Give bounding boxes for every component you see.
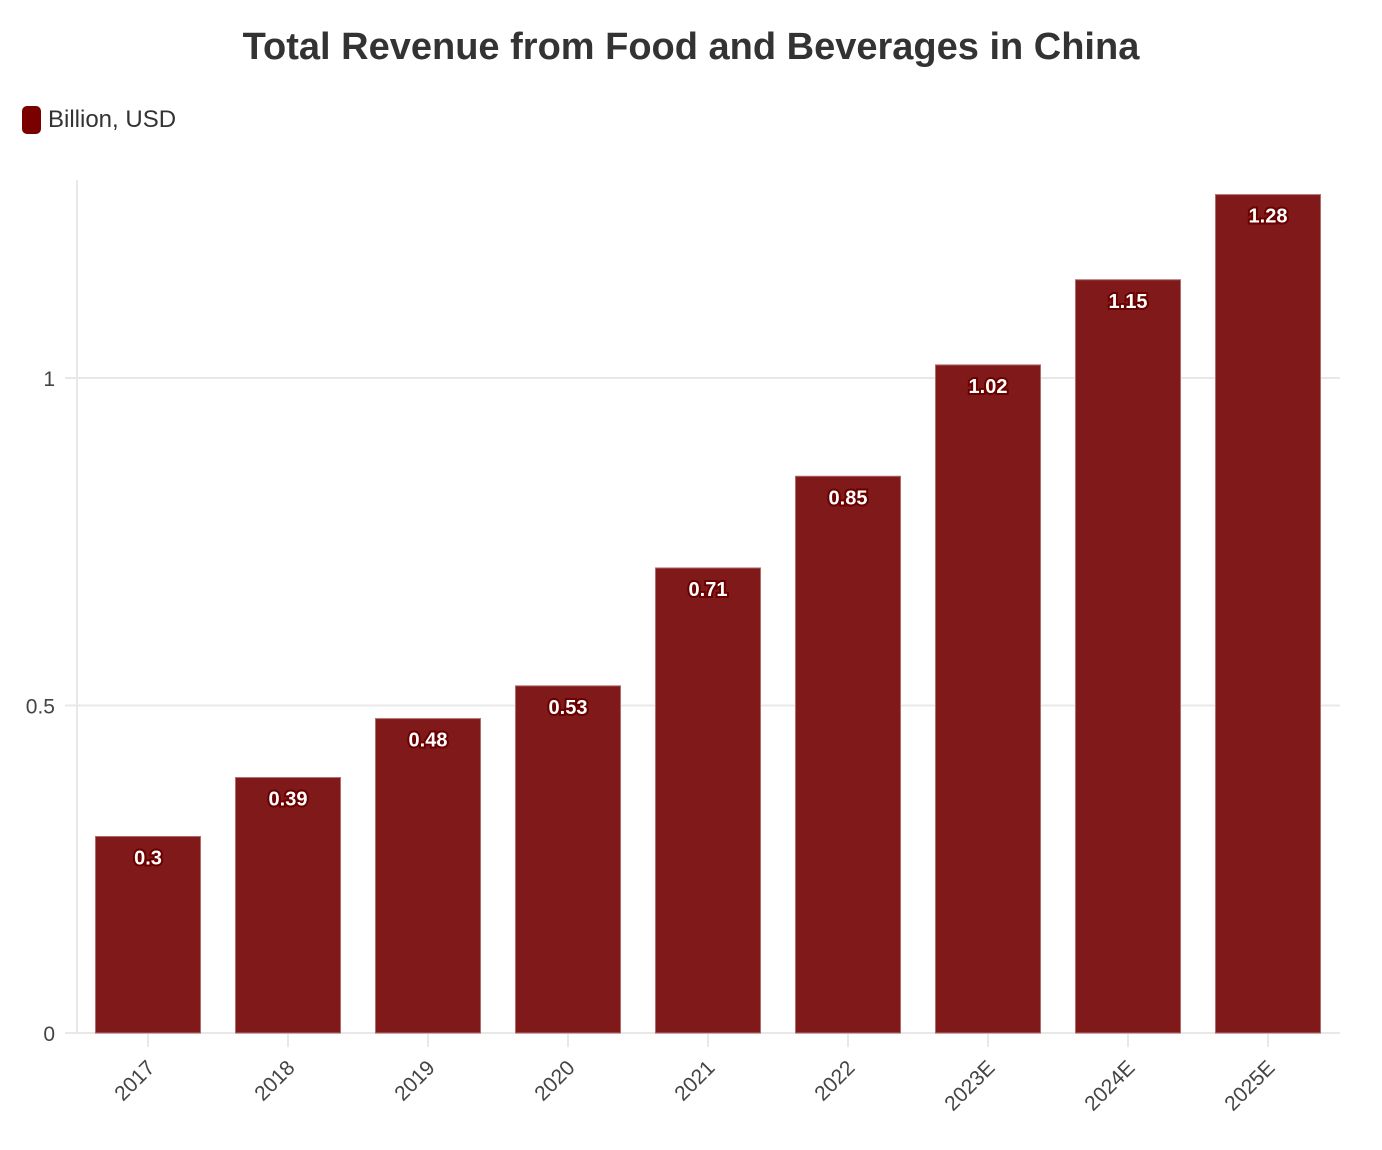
legend-label: Billion, USD — [48, 106, 177, 133]
bar — [515, 685, 621, 1034]
data-label: 1.02 — [969, 376, 1008, 398]
bar — [1075, 279, 1181, 1034]
legend-item[interactable]: Billion, USD — [22, 106, 176, 134]
data-label: 0.48 — [409, 730, 448, 752]
y-tick-label: 0 — [43, 1023, 55, 1046]
legend-swatch — [22, 106, 41, 134]
bar — [95, 836, 201, 1034]
x-tick-label: 2022 — [810, 1056, 859, 1105]
x-tick-label: 2018 — [250, 1056, 299, 1105]
x-tick-label: 2023E — [940, 1056, 999, 1115]
chart-title: Total Revenue from Food and Beverages in… — [242, 26, 1140, 68]
data-label: 1.15 — [1109, 291, 1148, 313]
y-tick-label: 1 — [43, 368, 55, 391]
y-tick-label: 0.5 — [26, 696, 55, 719]
data-label: 0.85 — [829, 487, 868, 509]
bar — [655, 567, 761, 1034]
bar — [1215, 194, 1321, 1034]
data-label: 0.39 — [269, 789, 308, 811]
x-tick-label: 2019 — [390, 1056, 439, 1105]
x-tick-label: 2021 — [670, 1056, 719, 1105]
bar — [235, 777, 341, 1034]
bar — [795, 475, 901, 1034]
x-tick-label: 2020 — [530, 1056, 579, 1105]
x-tick-label: 2024E — [1080, 1056, 1139, 1115]
bar — [375, 718, 481, 1034]
data-label: 1.28 — [1249, 206, 1288, 228]
data-label: 0.71 — [689, 579, 728, 601]
bar — [935, 364, 1041, 1034]
data-label: 0.3 — [134, 848, 162, 870]
data-label: 0.53 — [549, 697, 588, 719]
x-tick-label: 2025E — [1220, 1056, 1279, 1115]
x-tick-label: 2017 — [110, 1056, 159, 1105]
